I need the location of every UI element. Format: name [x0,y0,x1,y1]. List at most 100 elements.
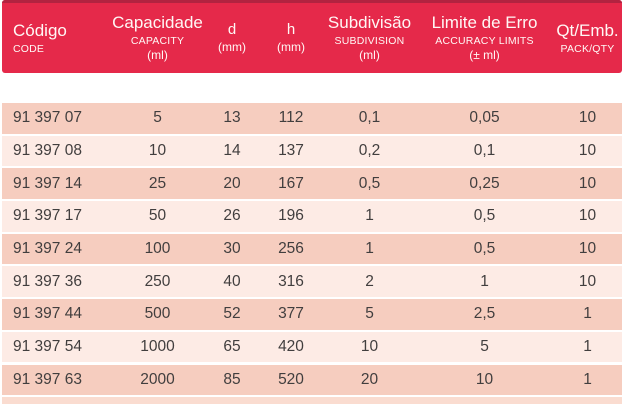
header-title-subdivisao: Subdivisão [327,13,412,33]
h-cell: 520 [278,370,304,388]
table-row: 91 397 14 25 20 167 0,5 0,25 10 [2,168,622,199]
d-cell: 13 [223,109,241,127]
table-body: 91 397 07 5 13 112 0,1 0,05 10 91 397 08 10 14 137… [2,103,622,395]
limite-cell: 10 [475,370,494,388]
subdivisao-cell: 2 [365,272,374,290]
codigo-cell: 91 397 17 [13,207,82,225]
header-col-qt: Qt/Emb. PACK/QTY [553,0,622,73]
subdivisao-cell: 1 [365,240,374,257]
codigo-cell: 91 397 63 [13,370,82,388]
codigo-cell: 91 397 36 [13,272,82,290]
codigo-cell: 91 397 07 [13,109,82,127]
d-cell: 14 [223,141,241,159]
header-col-h: h (mm) [259,0,323,73]
limite-cell: 0,25 [469,174,500,192]
subdivisao-cell: 10 [360,338,379,356]
header-title-codigo: Código [13,21,67,41]
subdivisao-cell: 1 [365,207,374,225]
subdivisao-cell: 0,2 [358,141,381,159]
h-cell: 112 [278,109,304,127]
limite-cell: 0,05 [469,109,500,127]
table-row: 91 397 54 1000 65 420 10 5 1 [2,331,622,363]
d-cell: 85 [223,370,241,388]
header-title-h: h [286,21,296,39]
capacidade-cell: 5 [153,109,162,127]
capacidade-cell: 50 [148,207,167,225]
header-title-capacidade: Capacidade [112,13,203,33]
h-cell: 377 [278,305,304,323]
table-row: 91 397 08 10 14 137 0,2 0,1 10 [2,135,622,167]
header-unit-capacidade: (ml) [147,47,168,62]
table-row: 91 397 17 50 26 196 1 0,5 10 [2,201,622,232]
capacidade-cell: 2000 [140,370,175,388]
qt-cell: 10 [578,240,597,257]
header-unit-h: (mm) [277,39,305,54]
codigo-cell: 91 397 08 [13,141,82,159]
capacidade-cell: 500 [144,305,171,323]
d-cell: 30 [223,240,241,257]
limite-cell: 5 [480,338,489,356]
subdivisao-cell: 20 [360,370,379,388]
header-title-d: d [227,21,237,39]
header-col-d: d (mm) [205,0,259,73]
codigo-cell: 91 397 54 [13,338,82,356]
d-cell: 40 [223,272,241,290]
subdivisao-cell: 5 [365,305,374,323]
limite-cell: 0,1 [473,141,496,159]
capacidade-cell: 1000 [140,338,175,356]
limite-cell: 0,5 [473,207,496,225]
h-cell: 316 [278,272,304,290]
qt-cell: 10 [578,109,597,127]
qt-cell: 10 [578,272,597,290]
capacidade-cell: 250 [144,272,171,290]
header-title-limite: Limite de Erro [431,13,538,33]
header-unit-limite: (± ml) [469,47,500,62]
qt-cell: 10 [578,141,597,159]
header-subtitle-capacidade: CAPACITY [130,34,185,47]
header-col-subdivisao: Subdivisão SUBDIVISION (ml) [323,0,416,73]
header-col-capacidade: Capacidade CAPACITY (ml) [110,0,205,73]
h-cell: 196 [278,207,304,225]
header-subtitle-codigo: CODE [13,42,45,55]
qt-cell: 10 [578,174,597,192]
subdivisao-cell: 0,5 [358,174,381,192]
h-cell: 420 [278,338,304,356]
h-cell: 256 [278,240,304,257]
limite-cell: 0,5 [473,240,496,257]
qt-cell: 1 [583,305,592,323]
qt-cell: 10 [578,207,597,225]
partial-next-row-strip [2,397,622,404]
header-subtitle-qt: PACK/QTY [560,42,615,55]
h-cell: 137 [278,141,304,159]
limite-cell: 2,5 [473,305,496,323]
d-cell: 52 [223,305,241,323]
header-col-codigo: Código CODE [2,0,110,73]
d-cell: 26 [223,207,241,225]
subdivisao-cell: 0,1 [358,109,381,127]
header-title-qt: Qt/Emb. [556,21,619,41]
header-subtitle-subdivisao: SUBDIVISION [334,34,405,47]
codigo-cell: 91 397 44 [13,305,82,323]
header-unit-subdivisao: (ml) [359,47,380,62]
qt-cell: 1 [583,338,592,356]
table-row: 91 397 07 5 13 112 0,1 0,05 10 [2,103,622,134]
table-row: 91 397 24 100 30 256 1 0,5 10 [2,233,622,265]
table-row: 91 397 36 250 40 316 2 1 10 [2,266,622,297]
d-cell: 65 [223,338,241,356]
capacidade-cell: 25 [148,174,167,192]
table-row: 91 397 63 2000 85 520 20 10 1 [2,364,622,395]
header-col-limite: Limite de Erro ACCURACY LIMITS (± ml) [416,0,553,73]
qt-cell: 1 [583,370,592,388]
codigo-cell: 91 397 24 [13,240,82,257]
table-row: 91 397 44 500 52 377 5 2,5 1 [2,299,622,330]
h-cell: 167 [278,174,304,192]
table-header: Código CODE Capacidade CAPACITY (ml) d (mm) h (m… [2,0,622,73]
d-cell: 20 [223,174,241,192]
header-subtitle-limite: ACCURACY LIMITS [435,34,534,47]
capacidade-cell: 100 [144,240,171,257]
codigo-cell: 91 397 14 [13,174,82,192]
limite-cell: 1 [480,272,489,290]
header-unit-d: (mm) [218,39,246,54]
capacidade-cell: 10 [148,141,167,159]
